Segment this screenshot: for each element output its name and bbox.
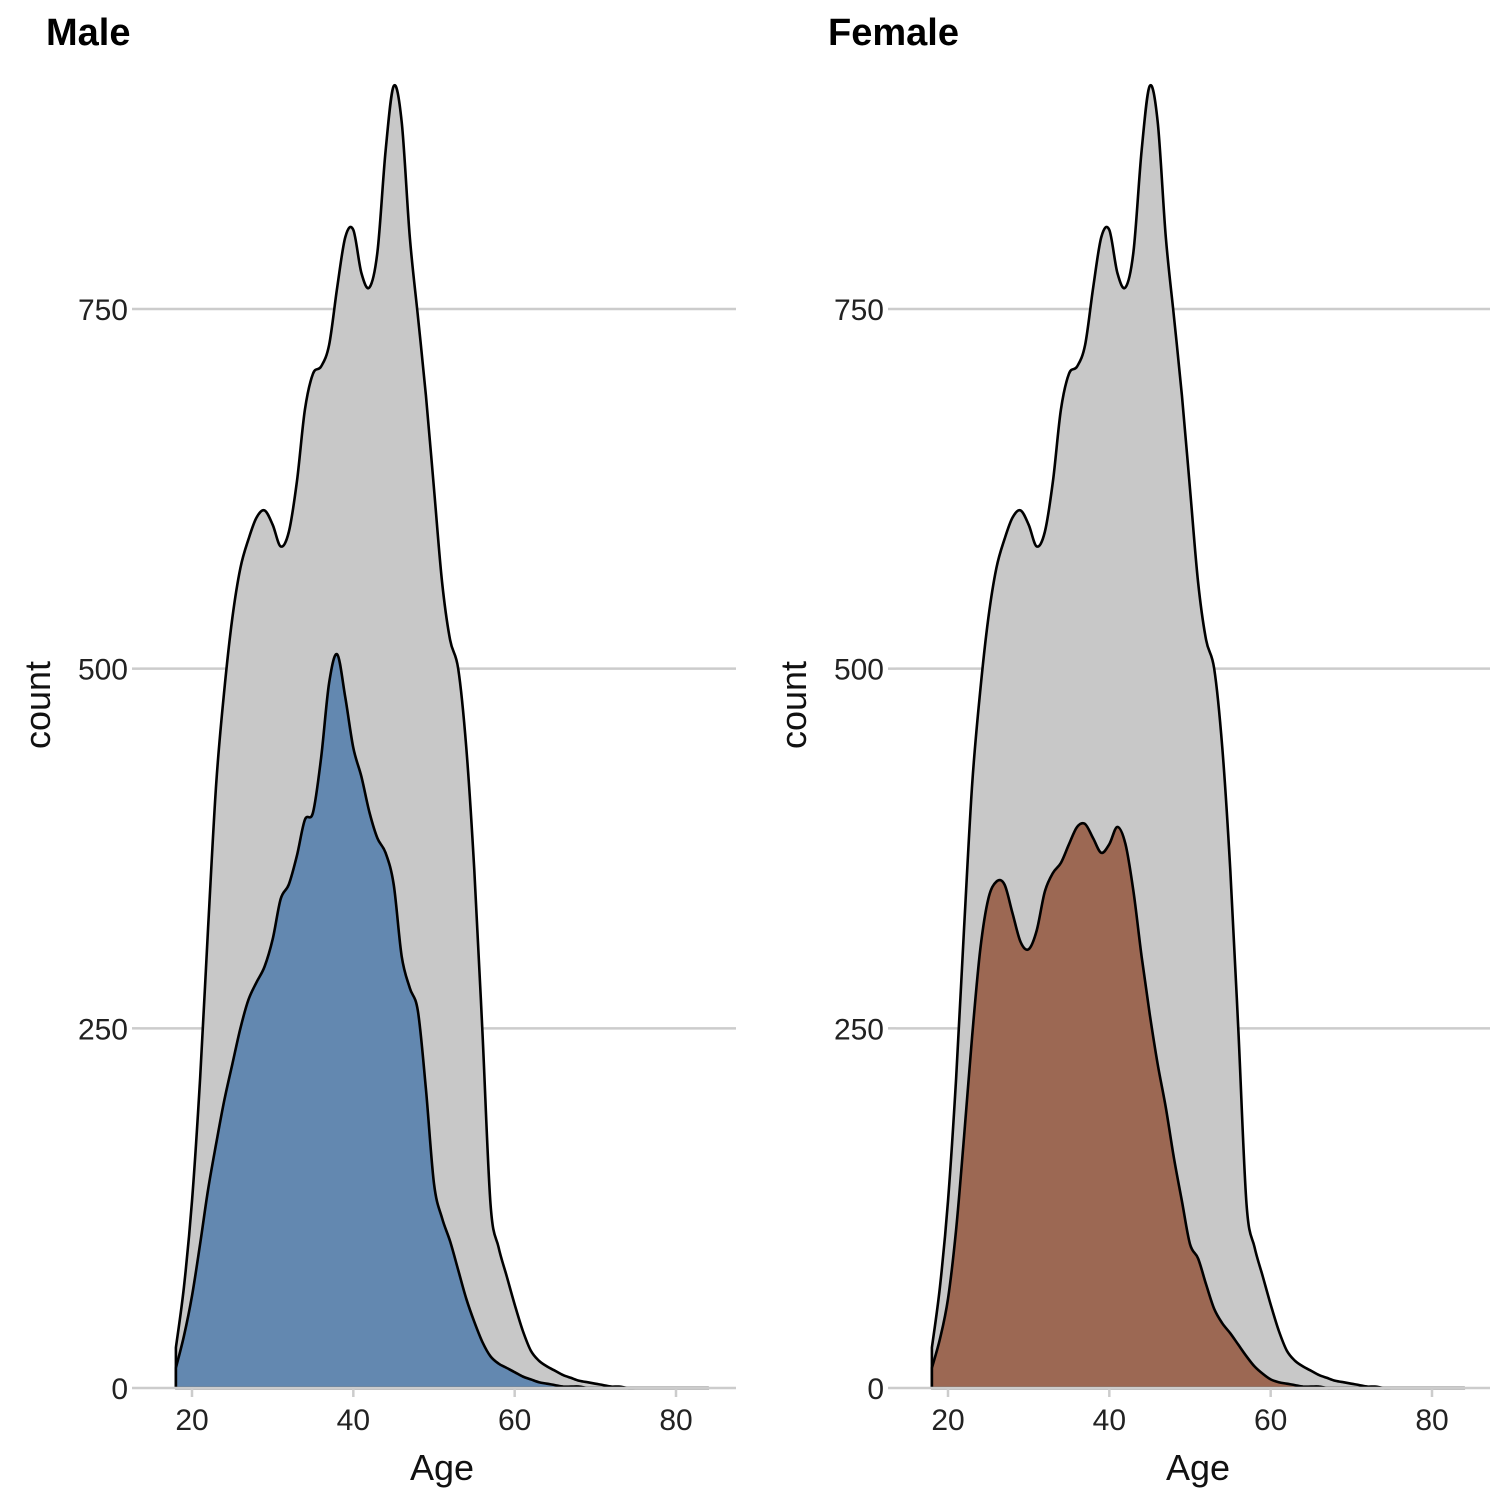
x-axis: 20 40 60 80: [140, 1386, 736, 1437]
x-tick-label-40: 40: [1093, 1404, 1126, 1437]
panel-title-male: Male: [46, 12, 130, 54]
x-axis-label: Age: [410, 1447, 474, 1488]
area-layers: [174, 83, 710, 1390]
x-axis: 20 40 60 80: [896, 1386, 1490, 1437]
y-tick-label-750: 750: [834, 294, 884, 327]
panel-female: Female 0 250 500 750 20 40 60 80 Age count: [773, 12, 1490, 1488]
x-tick-label-20: 20: [931, 1404, 964, 1437]
x-tick-label-60: 60: [498, 1404, 531, 1437]
y-axis-ticks: 0 250 500 750: [834, 294, 896, 1406]
y-tick-label-0: 0: [111, 1373, 128, 1406]
panel-male: Male 0 250 500 750 20 40 60 80 Age count: [17, 12, 736, 1488]
y-tick-label-0: 0: [867, 1373, 884, 1406]
y-tick-label-500: 500: [834, 654, 884, 687]
x-tick-label-60: 60: [1254, 1404, 1287, 1437]
y-tick-label-250: 250: [834, 1013, 884, 1046]
x-tick-label-20: 20: [175, 1404, 208, 1437]
x-tick-label-80: 80: [1415, 1404, 1448, 1437]
y-axis-label: count: [773, 661, 814, 749]
x-tick-label-80: 80: [659, 1404, 692, 1437]
x-tick-label-40: 40: [337, 1404, 370, 1437]
area-layers: [930, 83, 1466, 1390]
x-axis-label: Age: [1166, 1447, 1230, 1488]
y-tick-label-750: 750: [78, 294, 128, 327]
panel-title-female: Female: [828, 12, 959, 54]
y-axis-ticks: 0 250 500 750: [78, 294, 140, 1406]
y-axis-label: count: [17, 661, 58, 749]
y-tick-label-250: 250: [78, 1013, 128, 1046]
y-tick-label-500: 500: [78, 654, 128, 687]
